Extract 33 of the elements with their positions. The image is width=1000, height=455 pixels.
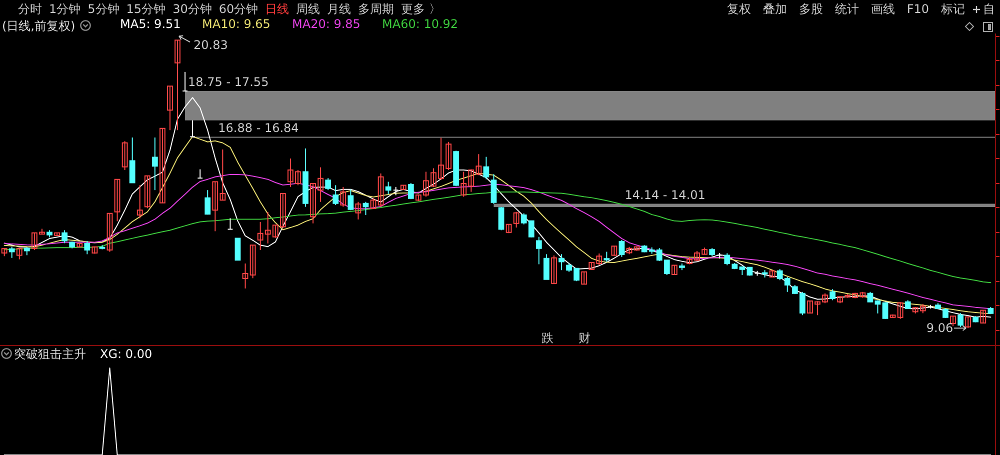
text: 5分钟 xyxy=(88,1,120,18)
band-label: 16.88 - 16.84 xyxy=(218,120,299,135)
annotation: 财 xyxy=(578,331,590,345)
text: 月线 xyxy=(327,1,352,18)
text: 30分钟 xyxy=(172,1,212,18)
text: 分时 xyxy=(18,1,42,18)
annotation: 跌 xyxy=(541,331,554,345)
text: 复权 xyxy=(726,1,752,18)
text: 多股 xyxy=(798,1,824,18)
text: 20.83 xyxy=(194,38,228,52)
text: MA60: 10.92 xyxy=(382,17,458,31)
text: 统计 xyxy=(834,1,860,18)
text: 15分钟 xyxy=(126,1,166,18)
text: 标记 xyxy=(940,1,966,18)
series-label: XG: 0.00 xyxy=(100,347,152,361)
text: F10 xyxy=(906,1,930,18)
chart-title: (日线,前复权) xyxy=(2,19,76,33)
text: MA10: 9.65 xyxy=(202,17,270,31)
text: 叠加 xyxy=(762,1,788,18)
text: 1分钟 xyxy=(49,1,81,18)
text: 多周期 xyxy=(358,1,394,18)
text: 更多 〉 xyxy=(401,1,441,18)
text: MA5: 9.51 xyxy=(120,17,181,31)
text: 60分钟 xyxy=(218,1,258,18)
text: 画线 xyxy=(870,1,896,18)
band-label: 14.14 - 14.01 xyxy=(624,188,706,202)
text: MA20: 9.85 xyxy=(292,17,360,31)
text: 日线 xyxy=(265,1,290,18)
chart-title: 突破狙击主升 xyxy=(14,347,86,361)
text: 自 xyxy=(982,1,996,18)
band-label: 18.75 - 17.55 xyxy=(188,74,269,89)
text: 9.06 xyxy=(926,321,954,336)
text: 周线 xyxy=(296,1,320,18)
